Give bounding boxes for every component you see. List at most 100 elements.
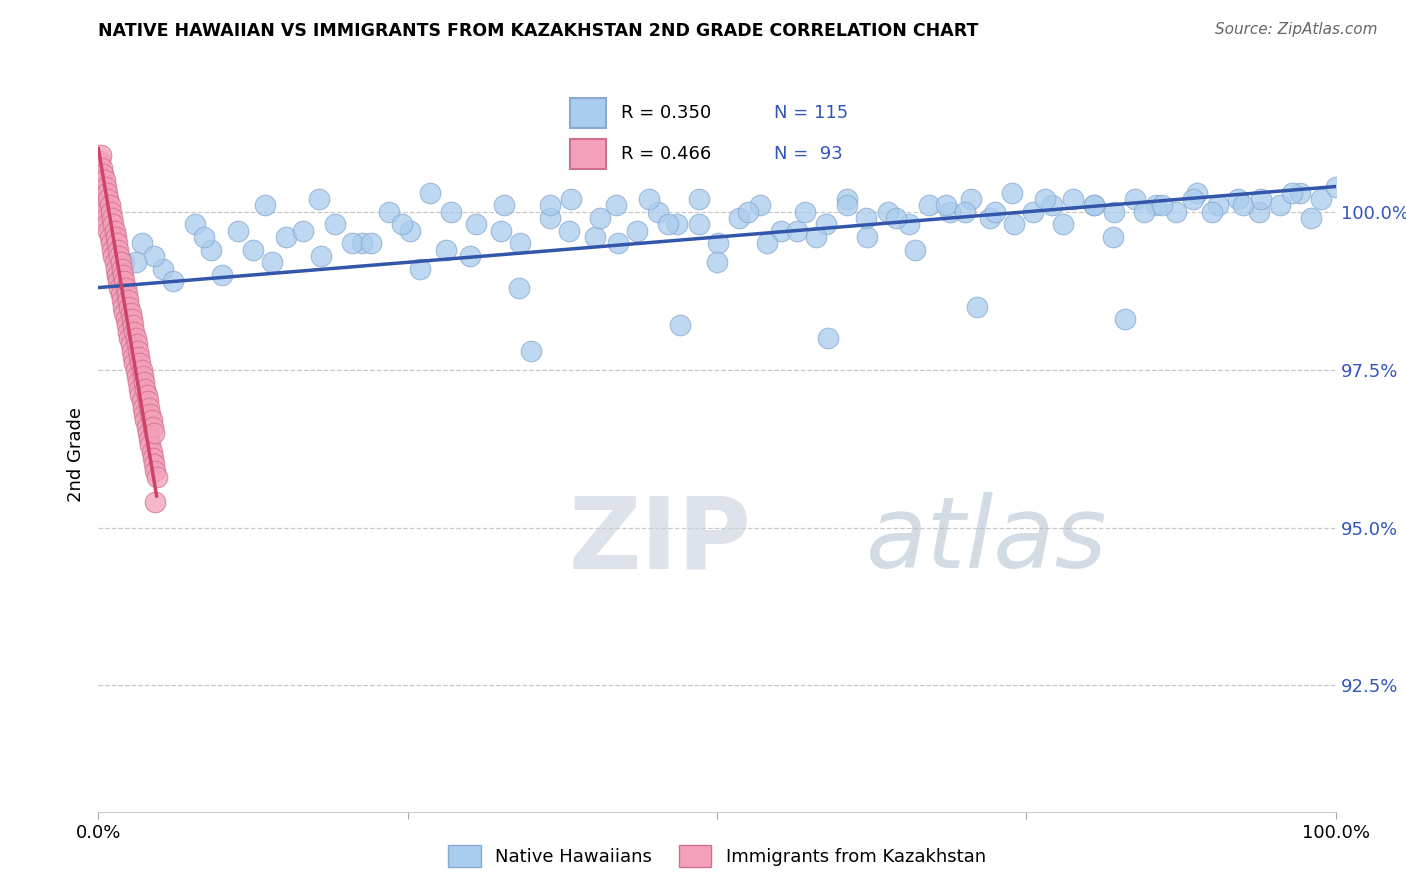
Point — [110, 255, 132, 269]
Point — [440, 204, 463, 219]
Point — [508, 280, 530, 294]
Point — [876, 204, 898, 219]
Point — [136, 394, 159, 409]
Point — [142, 451, 165, 466]
Point — [129, 356, 152, 370]
Point — [121, 312, 143, 326]
Point — [979, 211, 1001, 226]
Point — [434, 243, 457, 257]
Point — [1000, 186, 1022, 200]
Point — [107, 243, 129, 257]
Point — [94, 211, 117, 226]
Point — [127, 376, 149, 390]
Point — [114, 280, 136, 294]
Point — [276, 230, 298, 244]
Point — [125, 337, 148, 351]
Point — [409, 261, 432, 276]
Point — [143, 249, 166, 263]
Point — [737, 204, 759, 219]
FancyBboxPatch shape — [569, 139, 606, 169]
Point — [1021, 204, 1043, 219]
Text: atlas: atlas — [866, 492, 1107, 589]
Y-axis label: 2nd Grade: 2nd Grade — [66, 408, 84, 502]
Point — [728, 211, 751, 226]
Point — [93, 173, 115, 187]
Text: N = 115: N = 115 — [775, 104, 849, 122]
Point — [855, 211, 877, 226]
Point — [855, 230, 877, 244]
Point — [309, 249, 332, 263]
Point — [200, 243, 222, 257]
Point — [134, 382, 156, 396]
Point — [647, 204, 669, 219]
Point — [1288, 186, 1310, 200]
Point — [804, 230, 827, 244]
Point — [1250, 192, 1272, 206]
Point — [103, 255, 125, 269]
Point — [1152, 198, 1174, 212]
Point — [886, 211, 908, 226]
Point — [117, 293, 139, 308]
Point — [96, 186, 118, 200]
Point — [139, 407, 162, 421]
Point — [560, 192, 582, 206]
Point — [128, 382, 150, 396]
Point — [340, 236, 363, 251]
Point — [93, 204, 115, 219]
Point — [1062, 192, 1084, 206]
Point — [786, 224, 808, 238]
Point — [323, 218, 346, 232]
Point — [120, 337, 142, 351]
Point — [1185, 186, 1208, 200]
Point — [108, 249, 131, 263]
Point — [953, 204, 976, 219]
Point — [904, 243, 927, 257]
Point — [90, 148, 112, 162]
Point — [124, 331, 146, 345]
Point — [360, 236, 382, 251]
Point — [226, 224, 249, 238]
Point — [143, 464, 166, 478]
Point — [103, 218, 125, 232]
Point — [141, 444, 163, 458]
Point — [935, 198, 957, 212]
Point — [127, 343, 149, 358]
Point — [1040, 198, 1063, 212]
Point — [688, 218, 710, 232]
Point — [98, 230, 121, 244]
Point — [1309, 192, 1331, 206]
Text: R = 0.350: R = 0.350 — [621, 104, 711, 122]
Point — [1102, 204, 1125, 219]
Point — [128, 350, 150, 364]
Point — [1123, 192, 1146, 206]
Point — [835, 198, 858, 212]
Point — [118, 300, 141, 314]
Point — [108, 280, 131, 294]
Point — [143, 425, 166, 440]
Point — [141, 413, 163, 427]
Point — [605, 198, 627, 212]
Point — [138, 401, 160, 415]
Point — [120, 306, 142, 320]
Point — [966, 300, 988, 314]
Point — [134, 376, 156, 390]
Point — [104, 261, 127, 276]
Point — [184, 218, 207, 232]
Point — [143, 495, 166, 509]
Point — [959, 192, 981, 206]
Point — [97, 192, 120, 206]
Point — [115, 318, 138, 333]
Point — [100, 204, 122, 219]
Point — [138, 432, 160, 446]
Point — [242, 243, 264, 257]
Point — [136, 425, 159, 440]
Point — [211, 268, 233, 282]
Point — [124, 356, 146, 370]
Point — [111, 293, 134, 308]
Point — [125, 369, 148, 384]
Point — [114, 312, 136, 326]
Point — [122, 318, 145, 333]
Point — [657, 218, 679, 232]
Point — [143, 458, 166, 472]
Point — [193, 230, 215, 244]
